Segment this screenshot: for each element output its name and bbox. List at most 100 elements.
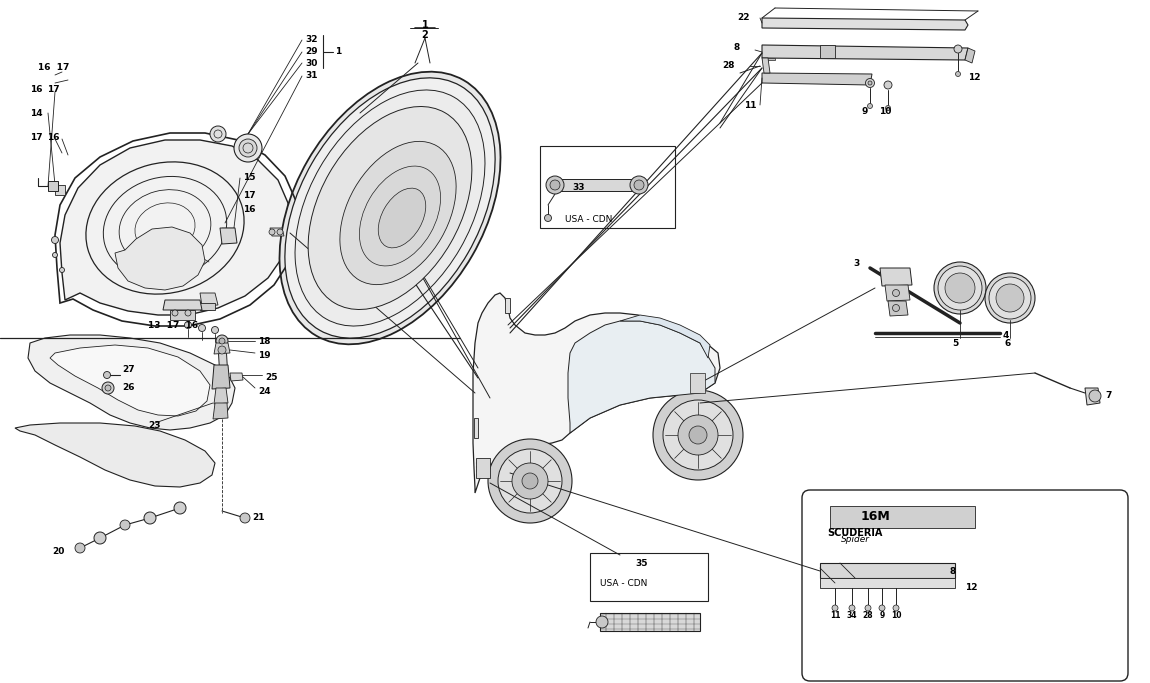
Circle shape [678,415,718,455]
Polygon shape [213,403,228,419]
Bar [540,146,675,228]
Polygon shape [762,58,770,73]
Text: Spider: Spider [841,535,869,544]
Circle shape [172,310,178,316]
Circle shape [596,616,608,628]
Polygon shape [200,303,215,310]
Text: 5: 5 [952,339,958,348]
Polygon shape [200,293,218,306]
Circle shape [544,214,552,221]
Text: 34: 34 [846,611,857,619]
Bar [830,506,975,528]
Polygon shape [1084,388,1101,405]
Ellipse shape [934,262,986,314]
Polygon shape [505,298,509,313]
Circle shape [218,346,227,354]
Text: 16: 16 [47,133,60,141]
Circle shape [634,180,644,190]
Circle shape [865,605,871,611]
Circle shape [184,322,192,329]
Circle shape [879,605,886,611]
Text: 8: 8 [734,44,739,53]
Text: USA - CDN: USA - CDN [565,216,612,225]
Text: 2: 2 [422,30,428,40]
Text: 1: 1 [335,48,342,57]
Circle shape [120,520,130,530]
Polygon shape [230,373,243,381]
Text: 31: 31 [305,72,317,81]
Circle shape [94,532,106,544]
Circle shape [104,372,110,378]
Text: 11: 11 [744,100,757,109]
Text: 7: 7 [1105,391,1111,400]
Polygon shape [49,345,210,416]
Text: 22: 22 [737,14,750,23]
Circle shape [498,449,562,513]
Text: 9: 9 [880,611,884,619]
Text: 24: 24 [258,387,270,395]
Circle shape [664,400,733,470]
Polygon shape [270,228,284,236]
Text: 11: 11 [830,611,841,619]
Circle shape [886,105,890,111]
Circle shape [956,72,960,76]
Polygon shape [690,373,705,393]
Circle shape [512,463,549,499]
Text: 28: 28 [722,61,735,70]
Text: 17: 17 [30,133,43,141]
Circle shape [954,45,963,53]
Circle shape [849,605,854,611]
Polygon shape [762,18,968,30]
Polygon shape [886,285,910,301]
Circle shape [210,126,227,142]
Polygon shape [620,315,710,358]
Polygon shape [965,48,975,63]
Text: USA - CDN: USA - CDN [600,579,647,587]
Polygon shape [476,458,490,478]
Text: 17: 17 [47,85,60,94]
Polygon shape [473,293,720,493]
Circle shape [239,139,256,157]
Circle shape [102,382,114,394]
Ellipse shape [938,266,982,310]
Text: 18: 18 [258,337,270,346]
Circle shape [218,338,225,344]
Polygon shape [214,343,230,354]
Polygon shape [163,300,202,310]
Text: 30: 30 [305,59,317,68]
Polygon shape [474,418,478,438]
Polygon shape [214,388,228,404]
Text: 16  17: 16 17 [38,63,69,72]
Polygon shape [820,563,954,578]
Polygon shape [600,613,700,631]
Text: 20: 20 [53,546,66,555]
Text: 9: 9 [861,107,868,115]
Text: 4: 4 [1003,331,1010,339]
Circle shape [240,513,250,523]
Polygon shape [218,345,228,379]
Circle shape [216,335,228,347]
Circle shape [867,104,873,109]
Circle shape [60,268,64,273]
Bar [590,553,708,601]
Ellipse shape [279,72,500,344]
Circle shape [53,253,58,257]
Text: 26: 26 [122,383,135,393]
Ellipse shape [360,166,440,266]
Polygon shape [820,578,954,588]
Circle shape [550,180,560,190]
Ellipse shape [340,141,457,285]
Bar [552,179,642,191]
Circle shape [630,176,647,194]
Polygon shape [115,227,205,290]
Polygon shape [820,45,835,58]
Text: SCUDERIA: SCUDERIA [827,528,883,538]
Circle shape [522,473,538,489]
Text: 32: 32 [305,36,317,44]
Text: 16: 16 [30,85,43,94]
Polygon shape [220,228,237,244]
Polygon shape [568,321,715,433]
Circle shape [174,502,186,514]
FancyBboxPatch shape [802,490,1128,681]
Circle shape [277,229,283,235]
